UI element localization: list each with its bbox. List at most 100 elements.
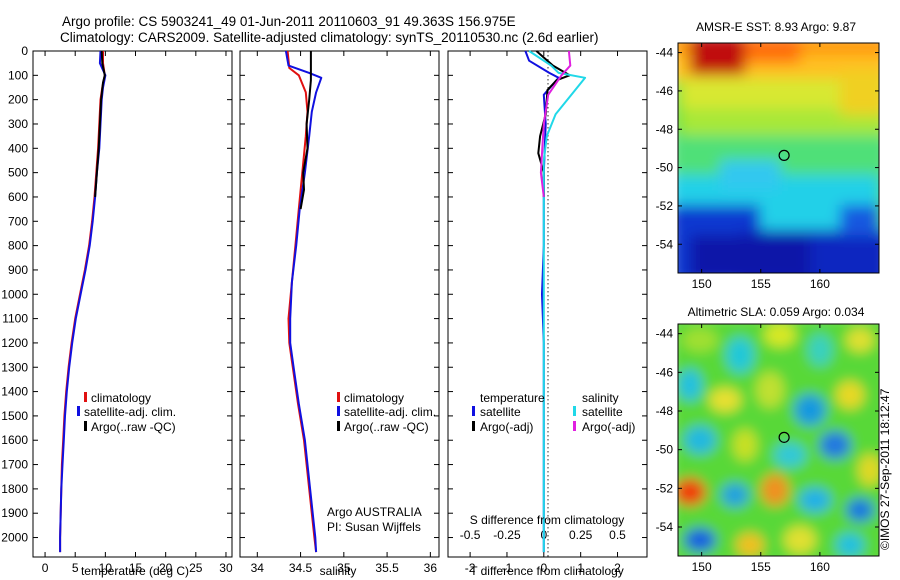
map-x-tick-label: 150 <box>692 560 712 574</box>
depth-tick-label: 2000 <box>1 531 28 545</box>
map-x-tick-label: 155 <box>751 560 771 574</box>
legend-label-satellite: satellite-adj. clim. <box>344 405 436 419</box>
x-tick-label: 15 <box>129 561 143 575</box>
title-line-1: Argo profile: CS 5903241_49 01-Jun-2011 … <box>62 14 516 29</box>
map-y-tick-label: -46 <box>656 84 674 98</box>
map-y-tick-label: -54 <box>656 237 674 251</box>
legend-label-argo: Argo(..raw -QC) <box>344 420 429 434</box>
map-y-tick-label: -48 <box>656 122 674 136</box>
s-difference-tick-label: 0.5 <box>609 528 626 542</box>
legend-swatch-s-argo <box>573 421 576 431</box>
sla-map-title: Altimetric SLA: 0.059 Argo: 0.034 <box>688 305 865 319</box>
legend-swatch-satellite <box>337 406 340 416</box>
difference-plot-area <box>447 50 648 558</box>
depth-tick-label: 400 <box>8 141 28 155</box>
legend-swatch-satellite <box>77 406 80 416</box>
legend-label-t-satellite: satellite <box>480 405 521 419</box>
x-tick-label: 35.5 <box>375 561 399 575</box>
depth-tick-label: 800 <box>8 239 28 253</box>
sst-map-title: AMSR-E SST: 8.93 Argo: 9.87 <box>696 20 856 34</box>
series-line-s-argo-adj <box>539 50 572 198</box>
depth-axis-ticks: 0 100 200 300 400 500 600 700 800 900 1000 1100 1200… <box>1 44 232 545</box>
temperature-panel: 0100200300400500600700800900100011001200… <box>1 44 233 578</box>
pi-label: PI: Susan Wijffels <box>327 520 421 534</box>
temperature-plot-area <box>32 50 233 558</box>
sla-map-panel: Altimetric SLA: 0.059 Argo: 0.034 <box>656 305 880 574</box>
x-tick-label: 5 <box>72 561 79 575</box>
depth-tick-label: 1000 <box>1 287 28 301</box>
difference-depth-ticks <box>448 50 647 539</box>
depth-tick-label: 1400 <box>1 385 28 399</box>
legend-title-temperature: temperature <box>480 391 545 405</box>
sst-argo-location-marker <box>778 149 790 161</box>
difference-panel: -2 -1 0 1 2 -0.5 -0.25 0 0.25 0.5 T difference f… <box>447 50 648 578</box>
legend-label-climatology: climatology <box>344 391 404 405</box>
institution-label: Argo AUSTRALIA <box>327 505 422 519</box>
difference-profiles <box>524 50 587 553</box>
s-difference-axis-ticks: -0.5 -0.25 0 0.25 0.5 <box>460 528 626 542</box>
legend-label-t-argo: Argo(-adj) <box>480 420 533 434</box>
depth-tick-label: 1300 <box>1 360 28 374</box>
salinity-panel: 34 34.5 35 35.5 36 salinity climatology sate… <box>239 50 440 578</box>
legend-label-argo: Argo(..raw -QC) <box>91 420 176 434</box>
s-difference-tick-label: 0.25 <box>569 528 593 542</box>
depth-tick-label: 1700 <box>1 458 28 472</box>
map-y-tick-label: -48 <box>656 404 674 418</box>
temperature-axis-ticks: 0 5 10 15 20 25 30 <box>42 51 233 575</box>
map-y-tick-label: -52 <box>656 481 674 495</box>
depth-tick-label: 1500 <box>1 409 28 423</box>
x-tick-label: 36 <box>424 561 438 575</box>
series-line-satellite-adj-clim <box>284 50 323 553</box>
depth-tick-label: 100 <box>8 68 28 82</box>
series-line-s-satellite <box>528 50 587 553</box>
timestamp-label: ©IMOS 27-Sep-2011 18:12:47 <box>878 388 892 550</box>
depth-tick-label: 1100 <box>2 312 28 326</box>
difference-legend: temperature salinity satellite Argo(-adj… <box>472 391 635 434</box>
series-line-argo-raw-qc <box>299 51 312 210</box>
legend-label-s-satellite: satellite <box>582 405 623 419</box>
x-tick-label: 20 <box>159 561 173 575</box>
legend-swatch-s-satellite <box>573 406 576 416</box>
x-tick-label: 25 <box>189 561 203 575</box>
s-difference-tick-label: -0.5 <box>460 528 481 542</box>
legend-swatch-t-satellite <box>472 406 475 416</box>
legend-swatch-argo <box>84 421 87 431</box>
x-tick-label: -2 <box>465 561 476 575</box>
depth-tick-label: 1200 <box>1 336 28 350</box>
salinity-legend: climatology satellite-adj. clim. Argo(..… <box>337 391 436 434</box>
series-line-argo-raw-qc <box>94 50 106 198</box>
x-tick-label: 0 <box>540 561 547 575</box>
map-x-tick-label: 155 <box>751 277 771 291</box>
depth-tick-label: 700 <box>8 214 28 228</box>
map-y-tick-label: -54 <box>656 520 674 534</box>
s-difference-tick-label: -0.25 <box>493 528 521 542</box>
x-tick-label: 2 <box>614 561 621 575</box>
map-y-tick-label: -50 <box>656 161 674 175</box>
legend-swatch-argo <box>337 421 340 431</box>
sla-map-ticks: 150 155 160 -44 -46 -48 -50 -52 -54 <box>656 324 879 574</box>
legend-swatch-climatology <box>337 392 340 402</box>
depth-tick-label: 1600 <box>1 433 28 447</box>
map-y-tick-label: -44 <box>656 46 674 60</box>
salinity-depth-ticks <box>240 50 439 539</box>
title-line-2: Climatology: CARS2009. Satellite-adjuste… <box>60 30 599 45</box>
depth-tick-label: 600 <box>8 190 28 204</box>
depth-tick-label: 200 <box>8 93 28 107</box>
map-y-tick-label: -46 <box>656 365 674 379</box>
map-x-tick-label: 150 <box>692 277 712 291</box>
map-y-tick-label: -52 <box>656 199 674 213</box>
map-x-tick-label: 160 <box>810 560 830 574</box>
depth-tick-label: 900 <box>8 263 28 277</box>
depth-tick-label: 300 <box>8 117 28 131</box>
temperature-profiles <box>59 50 107 553</box>
sla-map-frame <box>677 323 880 557</box>
map-y-tick-label: -44 <box>656 327 674 341</box>
sla-heatmap <box>678 324 879 556</box>
legend-title-salinity: salinity <box>582 391 619 405</box>
salinity-axis-ticks: 34 34.5 35 35.5 36 <box>251 51 438 575</box>
legend-label-climatology: climatology <box>91 391 151 405</box>
sla-argo-location-marker <box>778 431 790 443</box>
sst-map-ticks: 150 155 160 -44 -46 -48 -50 -52 -54 <box>656 43 879 291</box>
s-difference-axis-label: S difference from climatology <box>470 513 625 527</box>
